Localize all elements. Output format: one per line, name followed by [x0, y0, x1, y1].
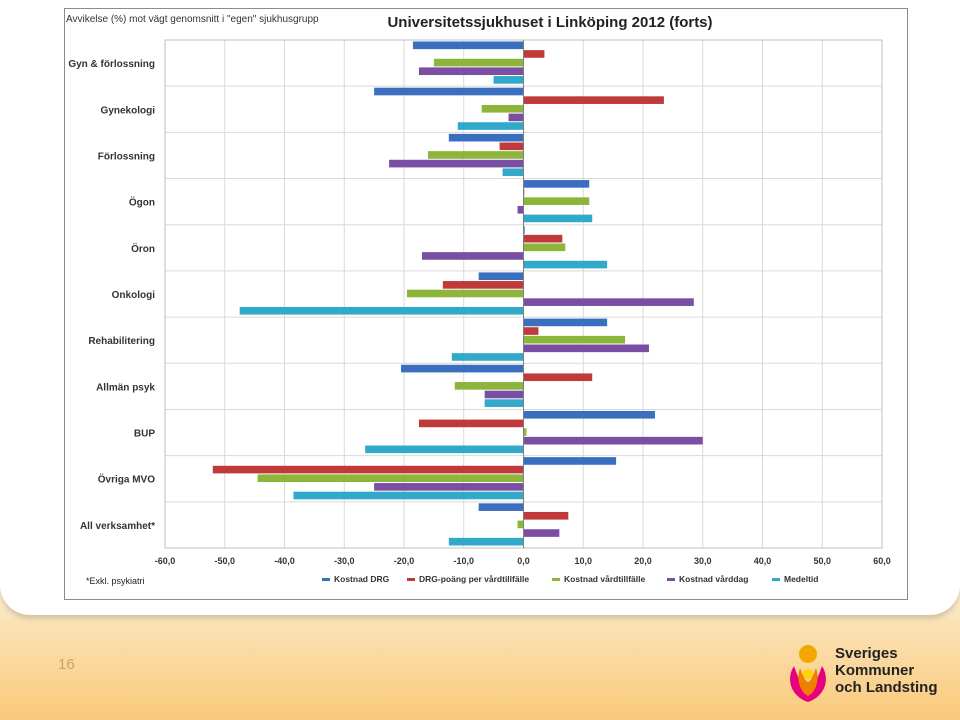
bar — [406, 289, 524, 298]
bar — [523, 50, 545, 58]
bar — [239, 306, 524, 315]
x-tick-label: 30,0 — [694, 556, 712, 566]
bar — [523, 197, 590, 205]
category-label: Gyn & förlossning — [68, 59, 155, 70]
x-tick-label: 60,0 — [873, 556, 891, 566]
skl-logo-icon — [790, 645, 826, 702]
category-label: Rehabilitering — [88, 336, 155, 347]
category-label: Allmän psyk — [96, 382, 155, 393]
bar — [427, 151, 524, 159]
legend-swatch — [407, 578, 415, 581]
bar — [523, 410, 655, 419]
category-label: BUP — [134, 429, 155, 440]
legend-swatch — [552, 578, 560, 581]
bar — [484, 399, 524, 407]
legend-label: Kostnad vårdtillfälle — [564, 574, 646, 584]
bar — [523, 436, 703, 445]
bar — [401, 364, 524, 373]
bar — [523, 260, 608, 269]
category-label: Gynekologi — [101, 105, 156, 116]
bar — [523, 180, 590, 188]
logo-line-3: och Landsting — [835, 679, 938, 696]
bar — [454, 382, 524, 390]
chart-title: Universitetssjukhuset i Linköping 2012 (… — [387, 14, 713, 31]
x-tick-label: 0,0 — [517, 556, 530, 566]
bar — [523, 243, 566, 252]
bar — [365, 445, 524, 454]
bar — [478, 503, 524, 511]
category-label: Onkologi — [112, 290, 156, 301]
bar — [523, 214, 593, 223]
category-label: Öron — [131, 242, 155, 255]
legend-swatch — [322, 578, 330, 581]
bar — [374, 87, 524, 96]
legend-label: Medeltid — [784, 574, 818, 584]
bar — [418, 419, 524, 428]
x-tick-label: -30,0 — [334, 556, 355, 566]
bar — [523, 327, 539, 335]
bar — [499, 142, 524, 151]
bar — [418, 67, 524, 76]
bar — [523, 298, 694, 306]
category-label: Ögon — [129, 196, 155, 209]
bar — [412, 41, 524, 50]
bar — [257, 474, 524, 483]
x-tick-label: 20,0 — [634, 556, 652, 566]
x-tick-label: -10,0 — [453, 556, 474, 566]
logo-line-1: Sveriges — [835, 645, 898, 662]
legend-swatch — [772, 578, 780, 581]
x-tick-label: -60,0 — [155, 556, 176, 566]
legend-label: Kostnad vårddag — [679, 574, 748, 584]
bar — [523, 96, 664, 104]
legend-swatch — [667, 578, 675, 581]
x-tick-label: 50,0 — [813, 556, 831, 566]
page-number: 16 — [58, 656, 75, 673]
bar — [448, 537, 524, 546]
bar — [523, 373, 593, 382]
bar — [523, 318, 608, 327]
bar — [293, 491, 524, 500]
bar — [421, 252, 524, 260]
bar — [523, 226, 525, 234]
legend-label: DRG-poäng per vårdtillfälle — [419, 574, 529, 584]
bar — [523, 511, 569, 520]
bar — [374, 483, 524, 491]
bar — [517, 520, 524, 529]
category-label: Övriga MVO — [98, 473, 155, 486]
x-tick-label: -50,0 — [214, 556, 235, 566]
bar — [433, 58, 524, 67]
bar — [523, 457, 617, 465]
x-tick-label: 40,0 — [754, 556, 772, 566]
chart-footnote: *Exkl. psykiatri — [86, 576, 145, 586]
chart-subtitle: Avvikelse (%) mot vägt genomsnitt i "ege… — [66, 14, 319, 25]
logo-text: Sveriges Kommuner och Landsting — [835, 645, 938, 696]
bar — [442, 281, 524, 289]
bar — [478, 272, 524, 281]
bar — [523, 529, 560, 537]
bar — [523, 335, 626, 344]
bar — [481, 104, 524, 113]
bar — [493, 76, 524, 84]
legend-label: Kostnad DRG — [334, 574, 390, 584]
bar — [523, 344, 649, 353]
bar — [508, 113, 524, 122]
bar — [484, 390, 524, 399]
x-tick-label: 10,0 — [574, 556, 592, 566]
bar — [448, 133, 524, 142]
category-label: Förlossning — [98, 151, 155, 162]
category-label: All verksamhet* — [80, 521, 155, 532]
bar — [523, 234, 563, 243]
x-tick-label: -20,0 — [394, 556, 415, 566]
x-tick-label: -40,0 — [274, 556, 295, 566]
bar — [502, 168, 524, 177]
logo-line-2: Kommuner — [835, 662, 915, 679]
bar — [517, 205, 524, 214]
bar — [389, 159, 524, 168]
bar — [212, 465, 524, 474]
bar — [451, 353, 524, 361]
bar — [457, 122, 524, 130]
bar — [523, 428, 527, 436]
